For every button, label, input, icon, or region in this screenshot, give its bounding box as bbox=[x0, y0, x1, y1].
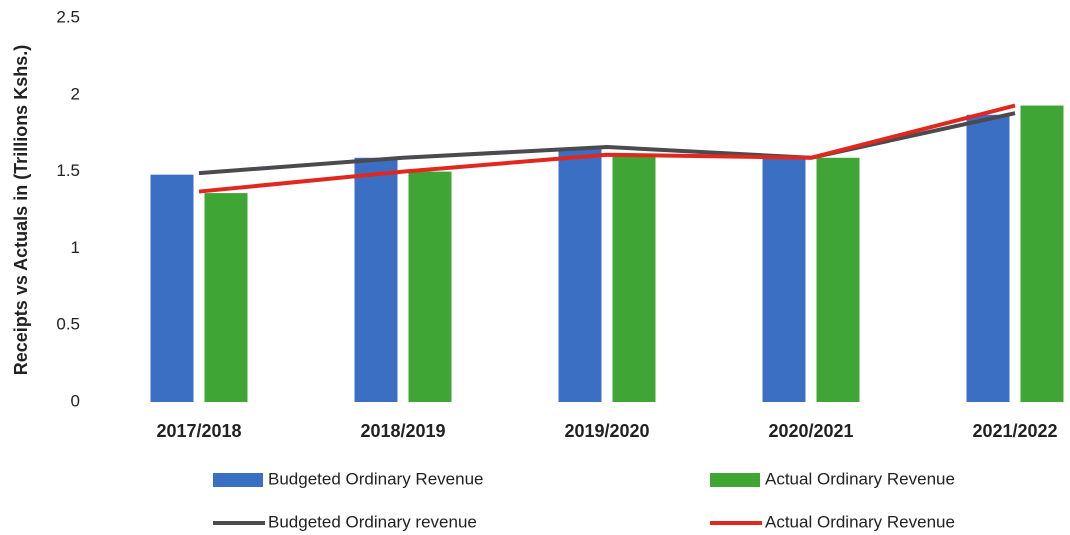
bar bbox=[150, 174, 194, 402]
bar bbox=[1020, 105, 1064, 402]
y-tick-label: 1.5 bbox=[56, 161, 80, 180]
legend-label: Actual Ordinary Revenue bbox=[765, 512, 955, 531]
y-tick-label: 2.5 bbox=[56, 7, 80, 26]
y-axis-label: Receipts vs Actuals in (Trillions Kshs.) bbox=[11, 45, 31, 375]
legend-swatch bbox=[213, 473, 263, 487]
x-tick-label: 2021/2022 bbox=[972, 421, 1057, 441]
x-tick-label: 2019/2020 bbox=[564, 421, 649, 441]
legend-label: Actual Ordinary Revenue bbox=[765, 469, 955, 488]
legend-label: Budgeted Ordinary Revenue bbox=[268, 469, 483, 488]
y-tick-label: 2 bbox=[71, 84, 80, 103]
bar bbox=[204, 193, 248, 402]
bar bbox=[354, 157, 398, 402]
y-tick-label: 0 bbox=[71, 391, 80, 410]
bar bbox=[816, 157, 860, 402]
bar bbox=[408, 171, 452, 402]
bar bbox=[612, 154, 656, 402]
x-tick-label: 2018/2019 bbox=[360, 421, 445, 441]
y-tick-label: 0.5 bbox=[56, 315, 80, 334]
x-tick-label: 2020/2021 bbox=[768, 421, 853, 441]
bar bbox=[762, 157, 806, 402]
bar bbox=[558, 148, 602, 402]
x-tick-label: 2017/2018 bbox=[156, 421, 241, 441]
y-tick-label: 1 bbox=[71, 238, 80, 257]
legend-swatch bbox=[710, 473, 760, 487]
bar bbox=[966, 114, 1010, 402]
line bbox=[198, 111, 1016, 176]
legend-label: Budgeted Ordinary revenue bbox=[268, 512, 477, 531]
line bbox=[198, 103, 1016, 194]
